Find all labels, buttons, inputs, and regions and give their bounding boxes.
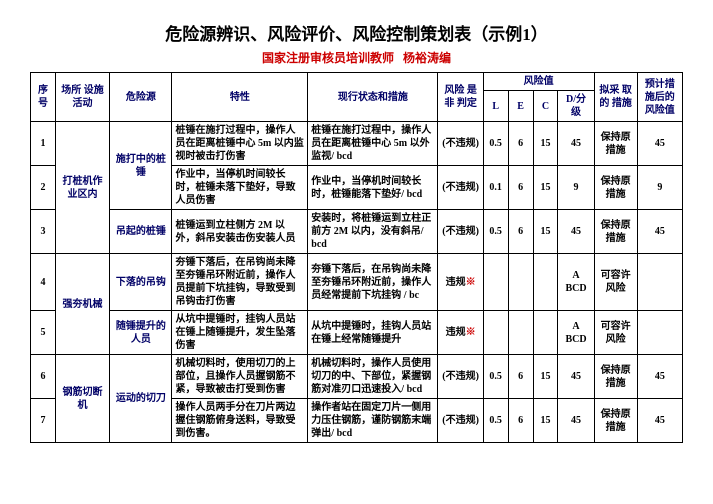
- E: 6: [508, 122, 533, 166]
- judge: (不违规): [438, 210, 483, 254]
- E: 6: [508, 166, 533, 210]
- D: 9: [558, 166, 594, 210]
- subtitle-left: 国家注册审核员培训教师: [262, 51, 394, 65]
- post: 45: [637, 122, 682, 166]
- subtitle-right: 杨裕涛编: [403, 51, 451, 65]
- judge: 违规※: [438, 254, 483, 311]
- post: 45: [637, 210, 682, 254]
- char: 夯锤下落后，在吊钩尚未降至夯锤吊环附近前，操作人员提前下坑挂钩，导致受到吊钩击打…: [172, 254, 308, 311]
- char: 机械切料时，使用切刀的上部位，且操作人员握钢筋不紧，导致被击打受到伤害: [172, 355, 308, 399]
- char: 操作人员两手分在刀片两边握住钢筋俯身送料，导致受到伤害。: [172, 399, 308, 443]
- status: 桩锤在施打过程中，操作人员在距离桩锤中心 5m 以外监视/ bcd: [308, 122, 438, 166]
- post: [637, 254, 682, 311]
- L: 0.1: [483, 166, 508, 210]
- place: 强夯机械: [55, 254, 109, 355]
- L: [483, 254, 508, 311]
- C: 15: [533, 210, 558, 254]
- seq: 5: [31, 311, 56, 355]
- page-title: 危险源辨识、风险评价、风险控制策划表（示例1）: [30, 20, 683, 45]
- hazard: 随锤提升的人员: [110, 311, 172, 355]
- th-riskval: 风险值: [483, 73, 594, 91]
- action: 保持原措施: [594, 210, 637, 254]
- action: 保持原措施: [594, 122, 637, 166]
- judge: (不违规): [438, 122, 483, 166]
- risk-table: 序号 场所 设施 活动 危险源 特性 现行状态和措施 风险 是非 判定 风险值 …: [30, 72, 683, 443]
- post: [637, 311, 682, 355]
- hazard: 运动的切刀: [110, 355, 172, 443]
- E: [508, 254, 533, 311]
- char: 桩锤在施打过程中，操作人员在距离桩锤中心 5m 以内监视时被击打伤害: [172, 122, 308, 166]
- seq: 7: [31, 399, 56, 443]
- th-char: 特性: [172, 73, 308, 122]
- E: 6: [508, 210, 533, 254]
- L: 0.5: [483, 210, 508, 254]
- post: 45: [637, 399, 682, 443]
- status: 作业中，当停机时间较长时，桩锤能落下垫好/ bcd: [308, 166, 438, 210]
- th-D: D/分 级: [558, 91, 594, 122]
- post: 45: [637, 355, 682, 399]
- th-judge: 风险 是非 判定: [438, 73, 483, 122]
- char: 桩锤运到立柱侧方 2M 以外，斜吊安装击伤安装人员: [172, 210, 308, 254]
- action: 保持原措施: [594, 399, 637, 443]
- D: 45: [558, 355, 594, 399]
- judge: (不违规): [438, 399, 483, 443]
- status: 操作者站在固定刀片一侧用力压住钢筋，谨防钢筋末端弹出/ bcd: [308, 399, 438, 443]
- C: [533, 254, 558, 311]
- E: 6: [508, 399, 533, 443]
- place: 打桩机作业区内: [55, 122, 109, 254]
- D: 45: [558, 210, 594, 254]
- page-subtitle: 国家注册审核员培训教师 杨裕涛编: [30, 49, 683, 66]
- seq: 2: [31, 166, 56, 210]
- action: 保持原措施: [594, 355, 637, 399]
- E: [508, 311, 533, 355]
- action: 保持原措施: [594, 166, 637, 210]
- status: 夯锤下落后，在吊钩尚未降至夯锤吊环附近前，操作人员经常提前下坑挂钩 / bc: [308, 254, 438, 311]
- th-action: 拟采 取的 措施: [594, 73, 637, 122]
- D: ABCD: [558, 254, 594, 311]
- th-place: 场所 设施 活动: [55, 73, 109, 122]
- judge: (不违规): [438, 166, 483, 210]
- D: 45: [558, 122, 594, 166]
- hazard: 下落的吊钩: [110, 254, 172, 311]
- E: 6: [508, 355, 533, 399]
- L: [483, 311, 508, 355]
- C: 15: [533, 122, 558, 166]
- th-hazard: 危险源: [110, 73, 172, 122]
- th-L: L: [483, 91, 508, 122]
- char: 作业中，当停机时间较长时，桩锤未落下垫好，导致人员伤害: [172, 166, 308, 210]
- D: ABCD: [558, 311, 594, 355]
- seq: 4: [31, 254, 56, 311]
- C: [533, 311, 558, 355]
- judge: 违规※: [438, 311, 483, 355]
- L: 0.5: [483, 122, 508, 166]
- status: 机械切料时，操作人员使用切刀的中、下部位，紧握钢筋对准刃口迅速投入/ bcd: [308, 355, 438, 399]
- th-C: C: [533, 91, 558, 122]
- th-E: E: [508, 91, 533, 122]
- hazard: 施打中的桩锤: [110, 122, 172, 210]
- th-status: 现行状态和措施: [308, 73, 438, 122]
- action: 可容许风险: [594, 311, 637, 355]
- C: 15: [533, 166, 558, 210]
- th-seq: 序号: [31, 73, 56, 122]
- action: 可容许风险: [594, 254, 637, 311]
- C: 15: [533, 399, 558, 443]
- status: 安装时，将桩锤运到立柱正前方 2M 以内，没有斜吊/ bcd: [308, 210, 438, 254]
- status: 从坑中提锤时，挂钩人员站在锤上经常随锤提升: [308, 311, 438, 355]
- th-post: 预计措 施后的 风险值: [637, 73, 682, 122]
- seq: 3: [31, 210, 56, 254]
- seq: 6: [31, 355, 56, 399]
- L: 0.5: [483, 399, 508, 443]
- char: 从坑中提锤时，挂钩人员站在锤上随锤提升，发生坠落伤害: [172, 311, 308, 355]
- L: 0.5: [483, 355, 508, 399]
- place: 钢筋切断机: [55, 355, 109, 443]
- post: 9: [637, 166, 682, 210]
- hazard: 吊起的桩锤: [110, 210, 172, 254]
- D: 45: [558, 399, 594, 443]
- C: 15: [533, 355, 558, 399]
- seq: 1: [31, 122, 56, 166]
- judge: (不违规): [438, 355, 483, 399]
